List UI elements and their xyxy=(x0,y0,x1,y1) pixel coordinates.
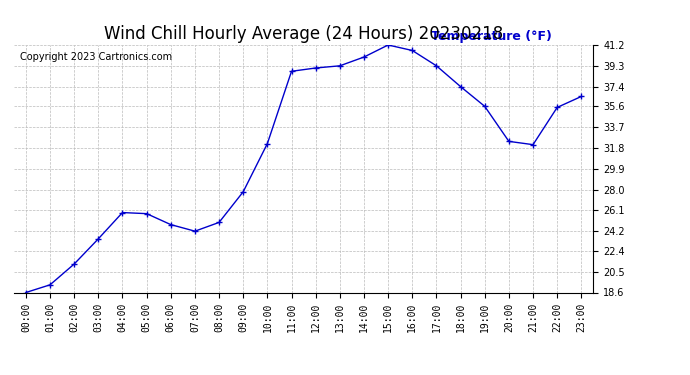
Text: Copyright 2023 Cartronics.com: Copyright 2023 Cartronics.com xyxy=(19,53,172,62)
Title: Wind Chill Hourly Average (24 Hours) 20230218: Wind Chill Hourly Average (24 Hours) 202… xyxy=(104,26,503,44)
Text: Temperature (°F): Temperature (°F) xyxy=(431,30,552,43)
